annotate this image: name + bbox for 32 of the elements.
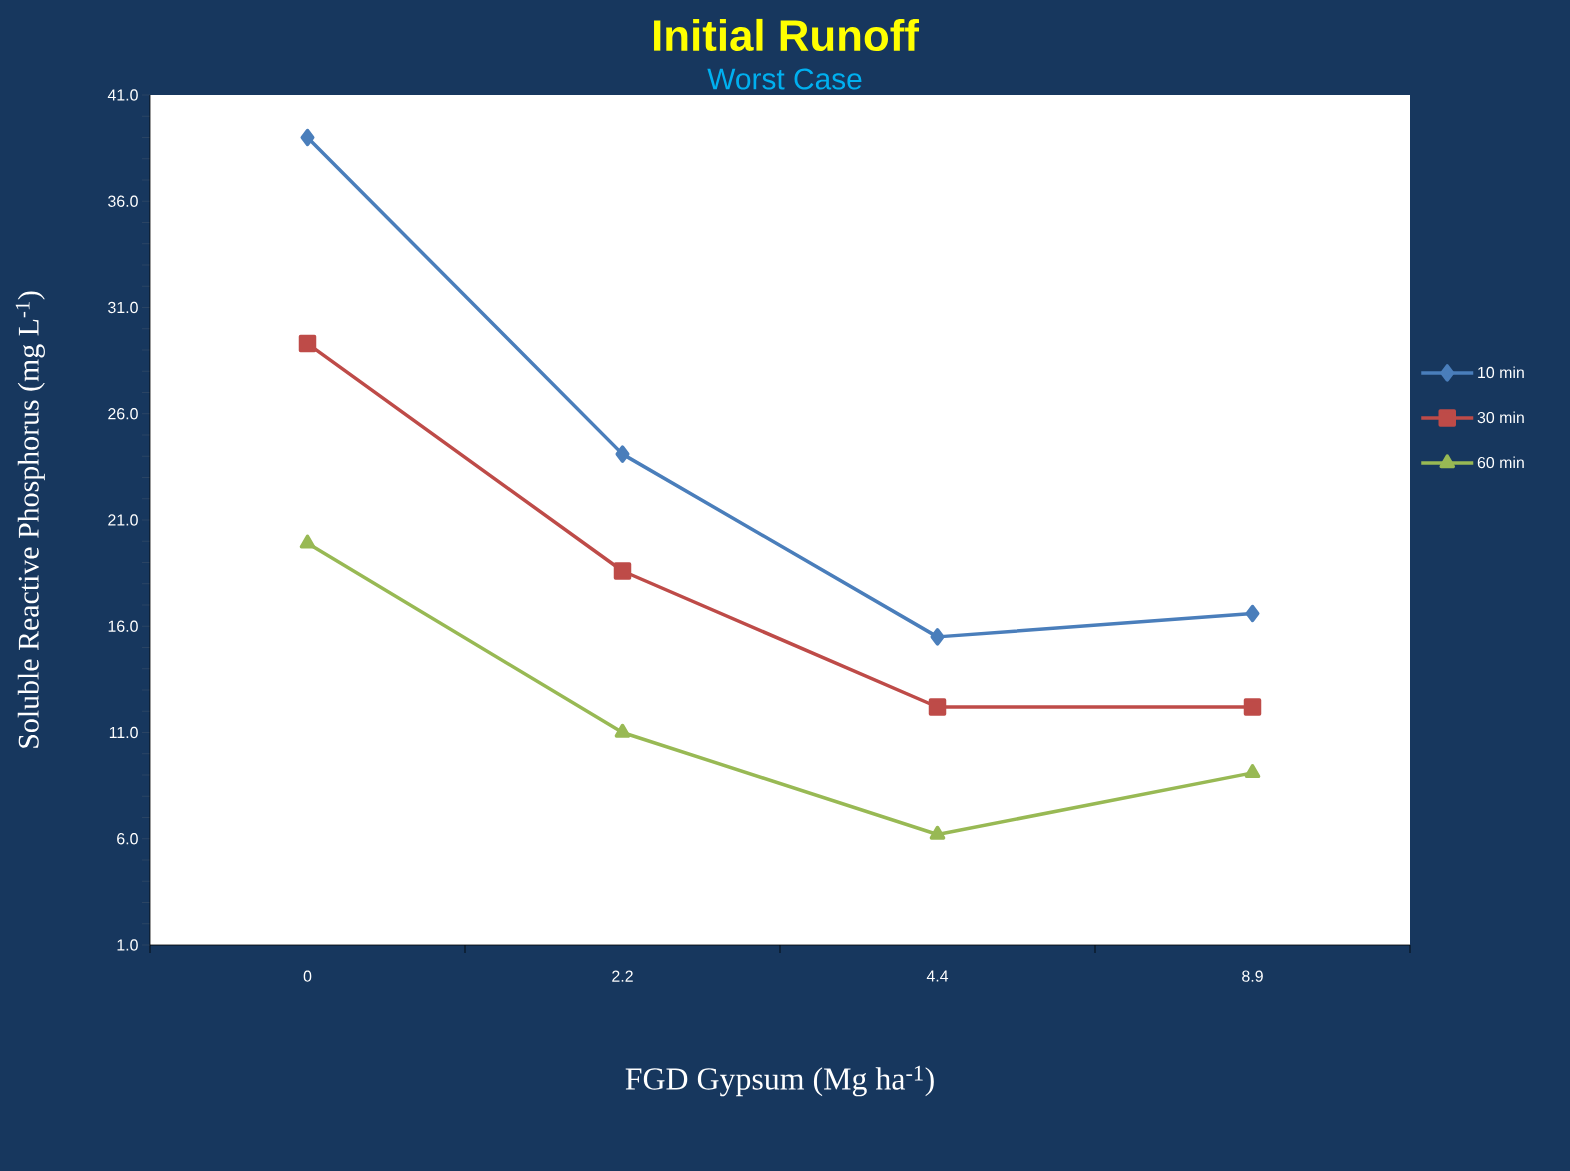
y-axis-title: Soluble Reactive Phosphorus (mg L$^{-1}$)	[15, 291, 45, 748]
y-tick-label: 6.0	[117, 833, 138, 845]
x-tick-label: 0	[303, 970, 312, 982]
legend-label: 10 min	[1478, 366, 1524, 379]
point	[1243, 698, 1262, 716]
legend-label: 60 min	[1477, 456, 1524, 469]
point	[1244, 764, 1261, 779]
y-tick-label: 16.0	[108, 620, 138, 632]
y-tick-label: 31.0	[108, 301, 138, 314]
x-tick-label: 8.9	[1242, 970, 1263, 982]
point	[1245, 604, 1260, 623]
y-tick-label: 36.0	[108, 195, 138, 207]
point	[613, 562, 632, 580]
y-tick-label: 11.0	[109, 726, 138, 739]
point	[930, 628, 945, 646]
y-tick-label: 1.0	[117, 939, 138, 951]
x-axis-title: FGD Gypsum (Mg ha$^{-1}$)	[625, 1065, 934, 1097]
point	[614, 723, 631, 738]
x-tick-label: 4.4	[926, 970, 949, 982]
y-tick-label: 21.0	[108, 514, 138, 526]
legend-label: 30 min	[1477, 411, 1524, 424]
point	[298, 334, 317, 353]
x-tick-label: 2.2	[612, 970, 633, 982]
point	[300, 128, 315, 147]
point	[299, 534, 316, 549]
chart-subtitle: Worst Case	[707, 68, 862, 90]
y-tick-label: 26.0	[108, 408, 138, 420]
point	[928, 698, 947, 716]
point	[615, 445, 630, 463]
chart-title: Initial Runoff	[654, 18, 920, 52]
y-tick-label: 41.0	[107, 89, 138, 101]
point	[929, 825, 946, 840]
